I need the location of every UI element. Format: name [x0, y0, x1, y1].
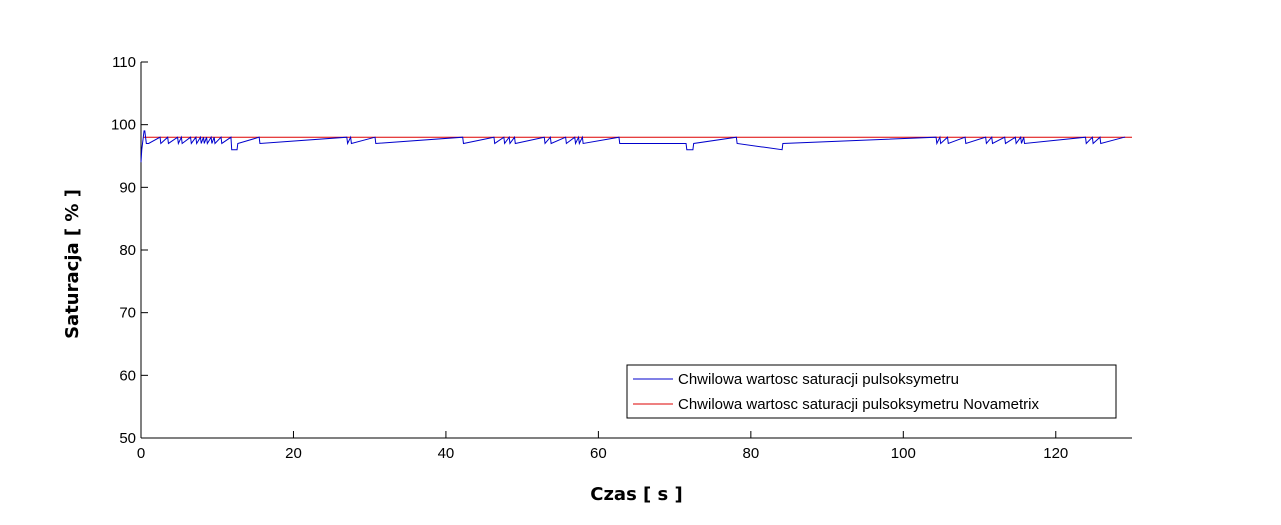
x-tick-label: 0 — [137, 445, 145, 462]
series-layer — [140, 130, 1132, 163]
y-tick-label: 50 — [119, 430, 136, 447]
x-tick-label: 40 — [438, 445, 455, 462]
legend: Chwilowa wartosc saturacji pulsoksymetru… — [626, 364, 1117, 419]
x-axis-label: Czas [ s ] — [590, 484, 683, 505]
y-tick-label: 80 — [119, 242, 136, 259]
tick-layer: 0 20 40 60 80 100 120 50 60 70 80 90 100 110 — [111, 54, 1068, 462]
legend-label-series-1: Chwilowa wartosc saturacji pulsoksymetru… — [678, 396, 1039, 413]
x-tick-label: 60 — [590, 445, 607, 462]
x-tick-label: 120 — [1043, 445, 1068, 462]
x-tick-label: 20 — [285, 445, 302, 462]
legend-box — [626, 364, 1117, 419]
legend-label-series-0: Chwilowa wartosc saturacji pulsoksymetru — [678, 371, 959, 388]
x-tick-label: 80 — [743, 445, 760, 462]
y-tick-label: 110 — [112, 54, 136, 71]
x-tick-label: 100 — [891, 445, 916, 462]
y-axis-label: Saturacja [ % ] — [62, 189, 83, 339]
y-tick-label: 70 — [119, 305, 136, 322]
y-tick-label: 90 — [119, 179, 136, 196]
y-tick-label: 100 — [111, 117, 136, 134]
y-tick-label: 60 — [119, 367, 136, 384]
series-line-0 — [140, 130, 1126, 163]
